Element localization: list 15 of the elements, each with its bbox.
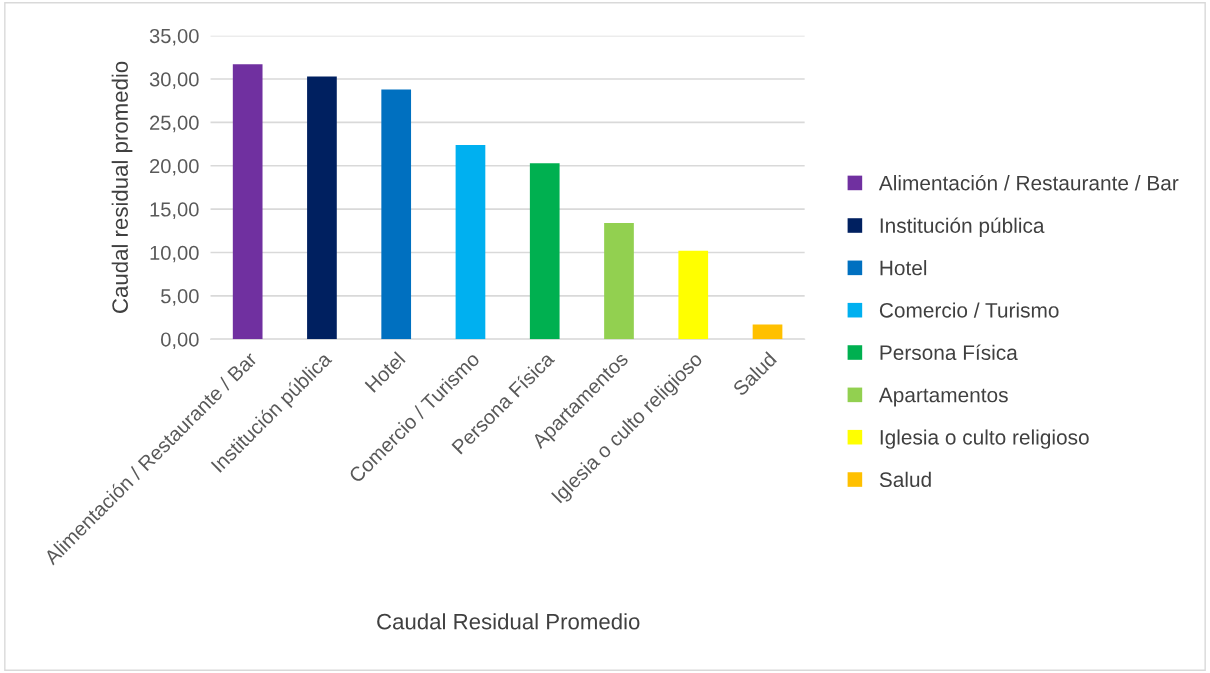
y-tick-label: 35,00 [149, 28, 199, 46]
y-tick-label: 0,00 [161, 332, 199, 350]
y-tick-label: 15,00 [150, 202, 199, 219]
y-axis-title: Caudal residual promedio [111, 61, 133, 313]
legend-label: Comercio / Turismo [879, 302, 1059, 318]
legend-label: Institución pública [880, 217, 1045, 238]
y-tick-label: 30,00 [149, 72, 199, 89]
legend-label: Alimentación / Restaurante / Bar [878, 174, 1179, 191]
y-tick-label: 25,00 [150, 115, 199, 133]
y-tick-label: 20,00 [150, 158, 199, 176]
legend-label: Hotel [880, 260, 927, 276]
legend-label: Salud [879, 471, 931, 488]
y-tick-label: 5,00 [161, 289, 199, 306]
y-tick-label: 10,00 [150, 245, 199, 263]
x-axis-title: Caudal Residual Promedio [377, 613, 640, 630]
